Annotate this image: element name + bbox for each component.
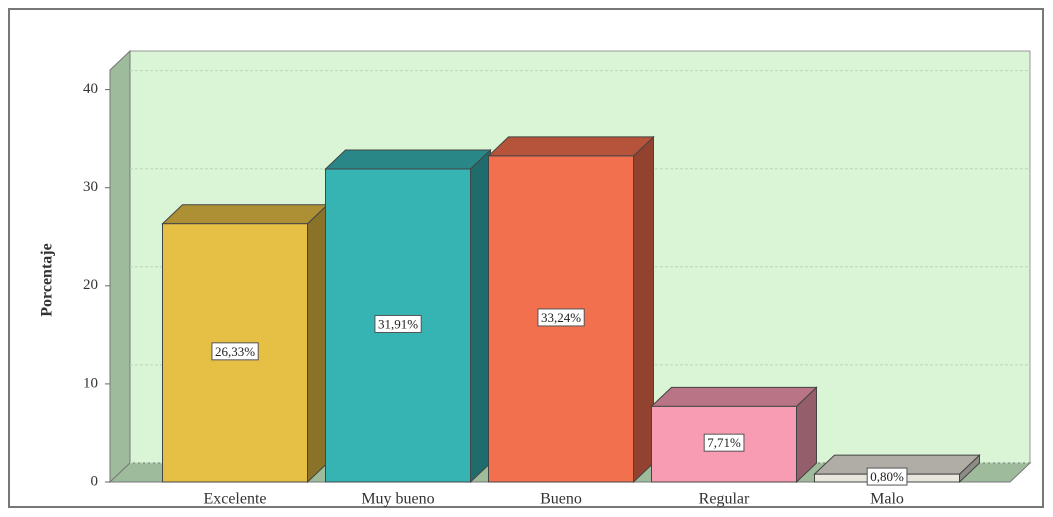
x-tick-label: Muy bueno: [361, 491, 434, 508]
x-tick-label: Malo: [870, 491, 904, 508]
value-label-box: [866, 467, 908, 486]
bar-side: [633, 135, 654, 484]
y-tick-label: 10: [83, 375, 98, 391]
x-tick-label: Regular: [699, 491, 750, 508]
y-tick-label: 40: [83, 81, 98, 97]
value-label: 31,91%: [378, 316, 418, 331]
bar-top: [650, 386, 818, 407]
x-tick-label: Excelente: [203, 491, 266, 508]
y-tick-label: 0: [91, 473, 99, 489]
bar-side: [307, 203, 328, 484]
bar-top: [487, 136, 655, 157]
value-label-box: [211, 342, 259, 361]
value-label: 26,33%: [215, 344, 255, 359]
y-tick-label: 30: [83, 179, 98, 195]
bar-top: [161, 204, 329, 225]
bar-top: [324, 149, 492, 170]
value-label-box: [537, 308, 585, 327]
value-label-box: [703, 433, 745, 452]
value-label-box: [374, 314, 422, 333]
y-axis-label: Porcentaje: [39, 243, 56, 316]
value-label: 0,80%: [870, 469, 904, 484]
y-tick-label: 20: [83, 277, 98, 293]
value-label: 33,24%: [541, 310, 581, 325]
x-tick-label: Bueno: [540, 491, 582, 508]
value-label: 7,71%: [707, 435, 741, 450]
side-wall: [109, 49, 131, 484]
bar-side: [470, 148, 491, 484]
